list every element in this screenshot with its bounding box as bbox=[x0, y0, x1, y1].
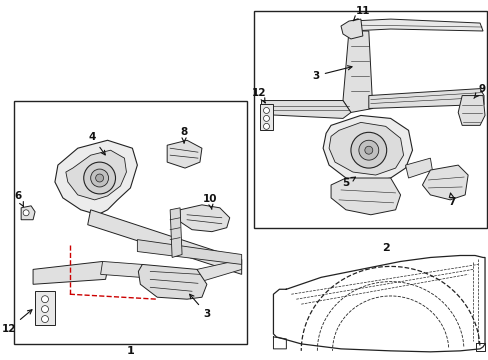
Text: 12: 12 bbox=[252, 87, 266, 103]
Text: 3: 3 bbox=[189, 294, 210, 319]
Circle shape bbox=[41, 296, 48, 303]
Polygon shape bbox=[323, 116, 412, 182]
Polygon shape bbox=[330, 178, 400, 215]
Circle shape bbox=[83, 162, 115, 194]
Polygon shape bbox=[261, 100, 350, 118]
Text: 1: 1 bbox=[126, 346, 134, 356]
Polygon shape bbox=[368, 89, 483, 108]
Polygon shape bbox=[180, 205, 229, 231]
Polygon shape bbox=[138, 265, 206, 299]
Polygon shape bbox=[350, 19, 482, 31]
Polygon shape bbox=[457, 95, 484, 125]
Polygon shape bbox=[422, 165, 467, 200]
Polygon shape bbox=[101, 261, 142, 277]
Polygon shape bbox=[328, 122, 403, 175]
Text: 2: 2 bbox=[381, 243, 389, 253]
Polygon shape bbox=[259, 104, 273, 130]
Text: 12: 12 bbox=[1, 310, 32, 334]
Polygon shape bbox=[137, 240, 241, 265]
Text: 4: 4 bbox=[89, 132, 105, 155]
Circle shape bbox=[364, 146, 372, 154]
Circle shape bbox=[263, 108, 269, 113]
Circle shape bbox=[41, 306, 48, 312]
Text: 11: 11 bbox=[352, 6, 369, 21]
Circle shape bbox=[23, 210, 29, 216]
Text: 10: 10 bbox=[202, 194, 217, 210]
Circle shape bbox=[350, 132, 386, 168]
Polygon shape bbox=[167, 140, 202, 168]
Polygon shape bbox=[170, 208, 182, 257]
Text: 6: 6 bbox=[15, 191, 23, 206]
Polygon shape bbox=[55, 140, 137, 215]
Circle shape bbox=[263, 116, 269, 121]
Circle shape bbox=[263, 123, 269, 129]
Text: 9: 9 bbox=[473, 84, 485, 98]
Polygon shape bbox=[342, 31, 372, 112]
Text: 8: 8 bbox=[180, 127, 187, 143]
Text: 3: 3 bbox=[312, 66, 351, 81]
Polygon shape bbox=[87, 210, 241, 274]
Polygon shape bbox=[340, 19, 362, 39]
Text: 5: 5 bbox=[342, 177, 355, 188]
Bar bbox=[14, 100, 246, 344]
Polygon shape bbox=[21, 206, 35, 220]
Polygon shape bbox=[197, 260, 241, 281]
Circle shape bbox=[358, 140, 378, 160]
Polygon shape bbox=[405, 158, 431, 178]
Text: 7: 7 bbox=[447, 193, 455, 207]
Polygon shape bbox=[66, 150, 126, 200]
Circle shape bbox=[96, 174, 103, 182]
Polygon shape bbox=[35, 291, 55, 325]
Circle shape bbox=[90, 169, 108, 187]
Bar bbox=[253, 11, 486, 228]
Circle shape bbox=[41, 316, 48, 323]
Polygon shape bbox=[33, 261, 107, 284]
